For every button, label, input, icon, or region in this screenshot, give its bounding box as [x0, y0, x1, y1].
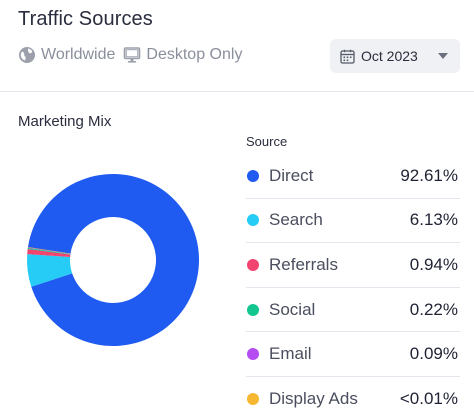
traffic-sources-header: Traffic Sources Worldwide Desktop Only — [0, 0, 474, 92]
legend-swatch — [247, 258, 259, 271]
legend-header: Source — [246, 134, 288, 149]
legend-swatch — [247, 214, 259, 227]
legend-item-social[interactable]: Social 0.22% — [246, 288, 460, 333]
monitor-icon — [124, 47, 141, 63]
legend-item-referrals[interactable]: Referrals 0.94% — [246, 243, 460, 288]
date-label: Oct 2023 — [361, 48, 418, 64]
device-label: Desktop Only — [146, 46, 243, 63]
legend-label: Social — [269, 299, 316, 319]
filter-bar: Worldwide Desktop Only — [18, 46, 242, 64]
calendar-icon — [340, 49, 355, 64]
chart-title: Marketing Mix — [18, 113, 112, 130]
page-title: Traffic Sources — [18, 8, 153, 30]
legend-label: Referrals — [269, 254, 338, 274]
globe-icon — [19, 47, 35, 63]
legend-item-email[interactable]: Email 0.09% — [246, 332, 460, 377]
legend-item-display-ads[interactable]: Display Ads <0.01% — [246, 377, 460, 420]
legend-value: 0.09% — [409, 344, 458, 364]
legend-label: Direct — [269, 165, 314, 185]
donut-slice-direct[interactable] — [27, 174, 200, 346]
legend-value: 0.22% — [409, 299, 458, 319]
donut-slice-social[interactable] — [27, 247, 71, 255]
legend-value: <0.01% — [399, 389, 458, 409]
legend-item-search[interactable]: Search 6.13% — [246, 199, 460, 244]
legend-label: Email — [269, 344, 312, 364]
donut-slice-email[interactable] — [27, 247, 71, 254]
donut-slice-search[interactable] — [26, 254, 73, 287]
legend-swatch — [247, 169, 259, 182]
legend-label: Display Ads — [269, 389, 358, 409]
device-filter[interactable]: Desktop Only — [123, 46, 242, 64]
legend-label: Search — [269, 210, 323, 230]
legend-swatch — [247, 303, 259, 316]
legend-value: 6.13% — [409, 210, 458, 230]
legend-item-direct[interactable]: Direct 92.61% — [246, 154, 460, 199]
legend-rows: Direct 92.61% Search 6.13% Referrals 0.94% Soc… — [246, 154, 460, 420]
legend-swatch — [247, 348, 259, 361]
date-dropdown[interactable]: Oct 2023 — [330, 39, 460, 73]
legend: Source Direct 92.61% Search 6.13% Referrals 0… — [246, 130, 460, 420]
donut-slice-referrals[interactable] — [27, 249, 71, 258]
legend-value: 92.61% — [400, 165, 458, 185]
legend-swatch — [247, 393, 259, 406]
donut-slice-display-ads[interactable] — [27, 247, 71, 254]
legend-value: 0.94% — [409, 254, 458, 274]
chevron-down-icon — [438, 53, 448, 59]
region-filter[interactable]: Worldwide — [18, 46, 115, 64]
region-label: Worldwide — [41, 46, 116, 63]
